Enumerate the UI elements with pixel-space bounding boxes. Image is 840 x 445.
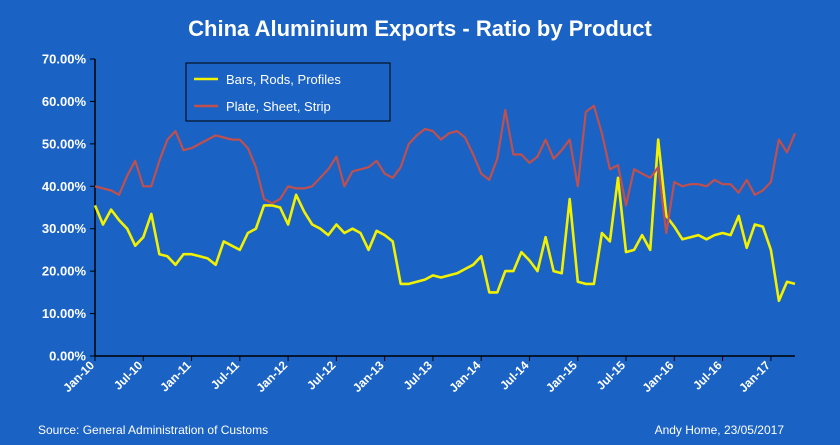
x-tick-label: Jan-13 [350,358,387,395]
y-tick-label: 40.00% [42,179,87,194]
x-tick-label: Jan-15 [543,358,580,395]
plot-area: 0.00% 10.00% 20.00% 30.00% 40.00% 50.00% 60.00… [42,52,797,395]
x-tick-label: Jan-12 [253,358,290,395]
series-line-bars-rods-profiles [93,138,796,303]
x-tick-label: Jul-14 [497,358,532,393]
y-tick-label: 10.00% [42,306,87,321]
series-line-plate-sheet-strip [94,104,797,235]
x-tick-label: Jan-16 [640,358,677,395]
x-tick-label: Jan-10 [60,358,97,395]
legend-label: Bars, Rods, Profiles [226,72,341,87]
x-tick-label: Jul-15 [594,358,629,393]
x-tick-label: Jul-12 [304,358,339,393]
x-tick-label: Jul-10 [111,358,146,393]
x-tick-label: Jul-11 [208,358,242,392]
y-tick-label: 0.00% [49,349,86,364]
x-tick-label: Jan-11 [157,358,194,395]
source-note: Source: General Administration of Custom… [38,423,268,437]
y-tick-label: 30.00% [42,221,87,236]
y-tick-label: 60.00% [42,94,87,109]
legend: Bars, Rods, Profiles Plate, Sheet, Strip [185,62,391,122]
legend-box [185,62,391,122]
chart-title: China Aluminium Exports - Ratio by Produ… [188,16,652,41]
y-tick-label: 20.00% [42,264,87,279]
credit-note: Andy Home, 23/05/2017 [655,423,785,437]
legend-label: Plate, Sheet, Strip [226,99,331,114]
y-tick-label: 50.00% [42,136,87,151]
x-tick-label: Jul-16 [690,358,725,393]
x-tick-label: Jan-17 [736,358,773,395]
x-tick-label: Jul-13 [401,358,436,393]
x-tick-label: Jan-14 [447,358,484,395]
y-tick-label: 70.00% [42,52,87,67]
